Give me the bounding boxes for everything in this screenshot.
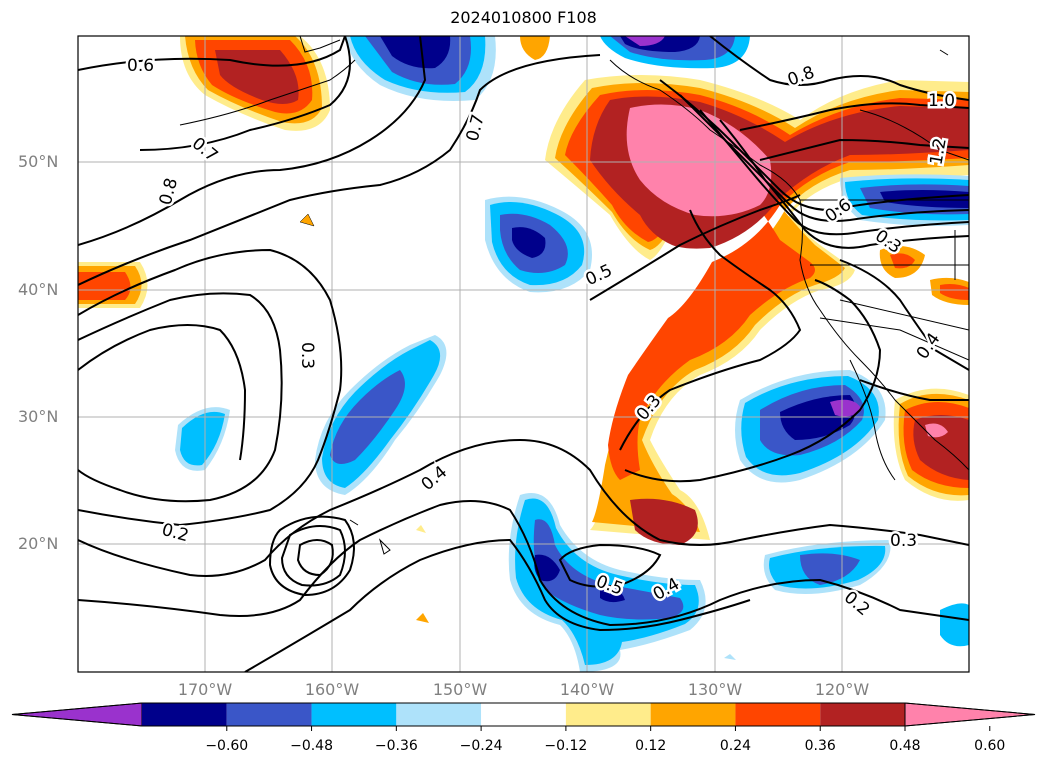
colorbar-tick-label: 0.36	[804, 738, 836, 754]
lon-label-120w: 120°W	[814, 680, 870, 699]
contour-label: 1.0	[928, 91, 955, 111]
colorbar-extend-low	[11, 702, 143, 727]
colorbar-tick-label: 0.48	[889, 738, 921, 754]
colorbar-segment	[396, 703, 482, 726]
colorbar-segment	[565, 703, 651, 726]
map-title: 2024010800 F108	[450, 8, 597, 27]
colorbar-segment	[311, 703, 397, 726]
lon-label-140w: 140°W	[559, 680, 615, 699]
contour-label: 0.3	[297, 342, 317, 369]
colorbar-segment	[735, 703, 821, 726]
lat-label-20: 20°N	[18, 534, 59, 553]
lat-label-30: 30°N	[18, 407, 59, 426]
lon-label-160w: 160°W	[304, 680, 360, 699]
graticule	[78, 36, 969, 672]
coastlines	[179, 36, 969, 555]
colorbar-segment	[820, 703, 905, 726]
lon-label-150w: 150°W	[432, 680, 488, 699]
colorbar-segment	[226, 703, 312, 726]
colorbar-tick-label: 0.12	[635, 738, 667, 754]
colorbar-tick-label: 0.24	[719, 738, 752, 754]
colorbar-outline	[11, 702, 1036, 727]
lon-label-170w: 170°W	[177, 680, 233, 699]
colorbar-tick-label: 0.60	[974, 738, 1006, 754]
colorbar	[11, 702, 1036, 731]
contour-label: 0.6	[127, 56, 154, 76]
colorbar-tick-label: −0.36	[374, 738, 418, 754]
colorbar-tick-label: −0.12	[544, 738, 588, 754]
colorbar-tick-label: −0.60	[205, 738, 249, 754]
colorbar-segment	[142, 703, 227, 726]
lon-label-130w: 130°W	[687, 680, 743, 699]
lat-label-50: 50°N	[18, 152, 59, 171]
colorbar-segment	[650, 703, 736, 726]
lat-label-40: 40°N	[18, 280, 59, 299]
contour-lines	[78, 36, 969, 672]
colorbar-tick-label: −0.48	[290, 738, 333, 754]
colorbar-extend-high	[904, 702, 1036, 727]
colorbar-tick-label: −0.24	[459, 738, 503, 754]
colorbar-segment	[481, 703, 566, 726]
map-frame	[77, 35, 970, 673]
map-plot-area: 0.6 0.7 0.8 0.7 0.3 0.5 0.2 0.4 0.3 0.5 …	[78, 36, 969, 672]
contour-label: 0.3	[890, 531, 917, 551]
